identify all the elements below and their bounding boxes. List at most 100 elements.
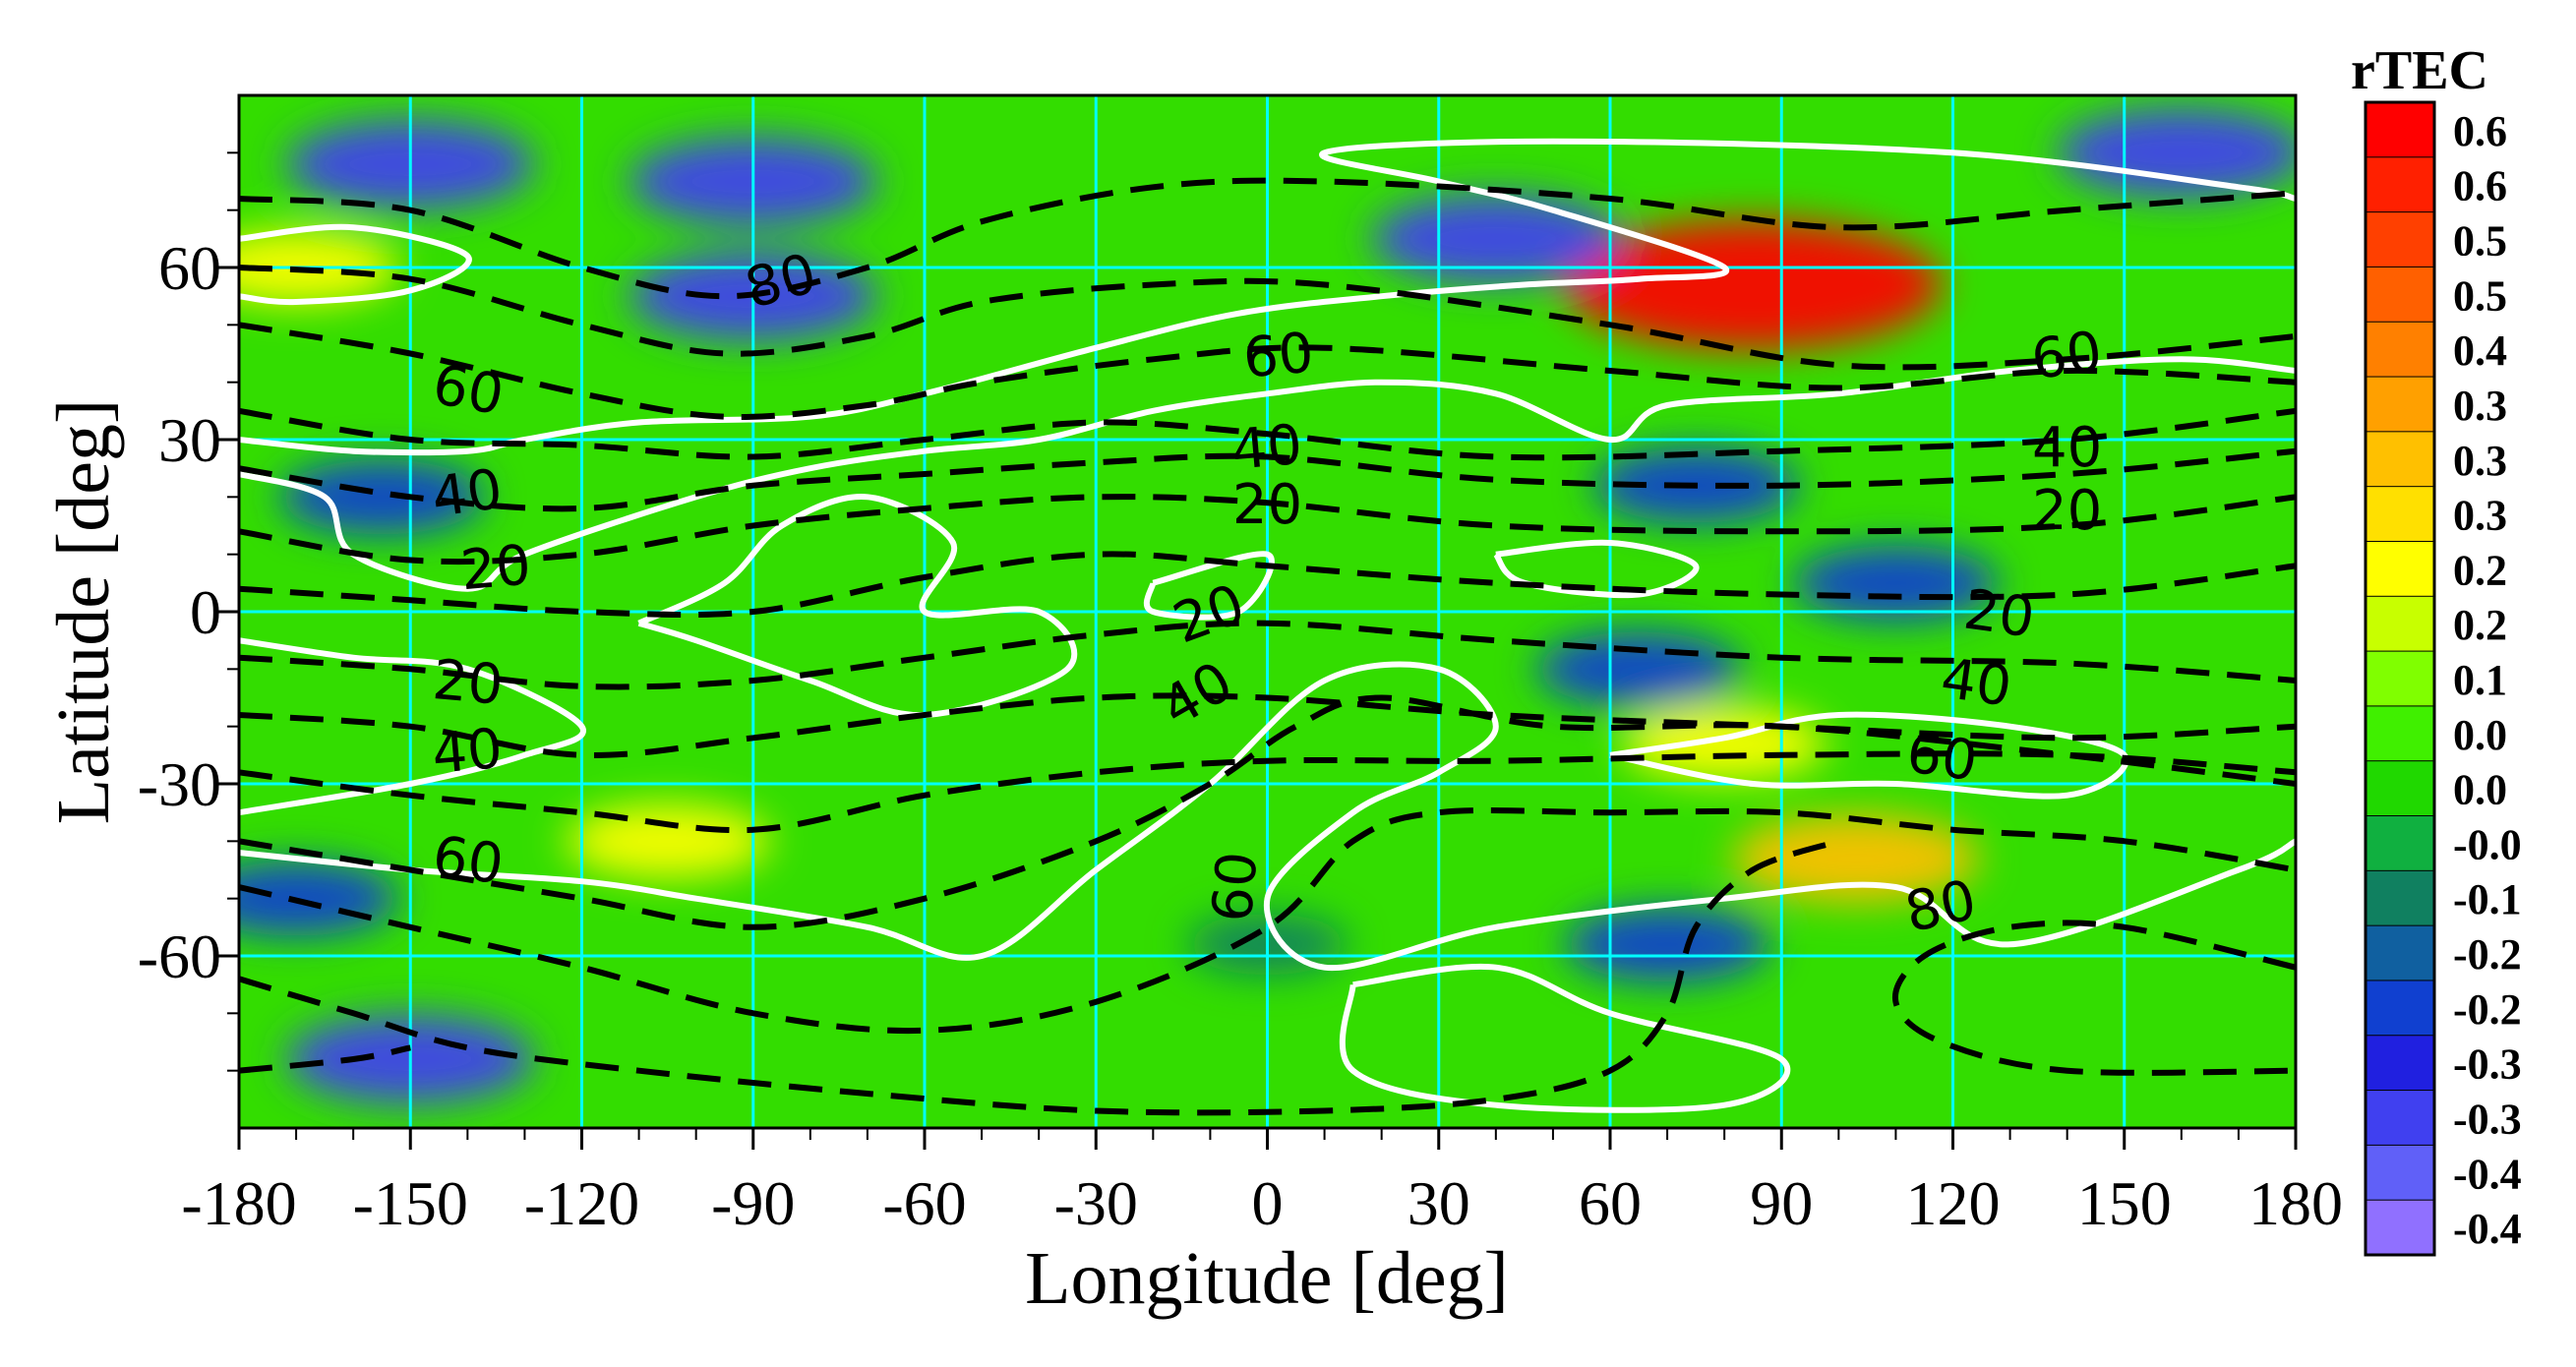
colorbar-cell-5 xyxy=(2365,376,2435,433)
x-tick-label-12: 180 xyxy=(2248,1168,2343,1238)
x-tick-label-3: -90 xyxy=(711,1168,795,1238)
y-tick-label-2: 0 xyxy=(190,577,221,647)
contour-label-16: 20 xyxy=(1960,577,2039,650)
colorbar-cell-7 xyxy=(2365,486,2435,543)
colorbar-label-12: 0.0 xyxy=(2453,766,2507,814)
anomaly-region-2 xyxy=(1731,813,1980,903)
x-tick-label-9: 90 xyxy=(1750,1168,1813,1238)
anomaly-region-15 xyxy=(1565,907,1770,982)
x-tick-label-10: 120 xyxy=(1906,1168,2001,1238)
contour-label-1: 60 xyxy=(428,353,508,428)
y-tick-label-1: 30 xyxy=(158,405,221,475)
colorbar-label-19: -0.4 xyxy=(2453,1150,2522,1198)
anomaly-region-9 xyxy=(2057,108,2296,198)
colorbar-cell-12 xyxy=(2365,760,2435,817)
dashed-contour-6 xyxy=(239,551,2296,619)
white-contour-9 xyxy=(1339,963,1791,1113)
dashed-contour-8 xyxy=(239,692,2296,759)
white-contour-3 xyxy=(637,494,1078,719)
colorbar-cell-18 xyxy=(2365,1090,2435,1147)
x-tick-label-5: -30 xyxy=(1054,1168,1138,1238)
colorbar-cell-1 xyxy=(2365,156,2435,213)
x-axis-title: Longitude [deg] xyxy=(1025,1237,1509,1320)
colorbar-cell-2 xyxy=(2365,211,2435,268)
contour-label-5: 40 xyxy=(430,717,506,787)
colorbar-cell-16 xyxy=(2365,980,2435,1037)
colorbar-title: rTEC xyxy=(2351,40,2488,101)
dashed-contour-11 xyxy=(239,807,2296,1035)
anomaly-region-1 xyxy=(1564,219,1943,350)
colorbar-label-14: -0.1 xyxy=(2453,875,2522,923)
y-axis-ticks: 60 30 0 -30 -60 xyxy=(138,151,239,1072)
contour-label-13: 60 xyxy=(2027,320,2106,392)
colorbar-cell-0 xyxy=(2365,101,2435,158)
colorbar-cell-11 xyxy=(2365,705,2435,762)
colorbar-cell-20 xyxy=(2365,1199,2435,1256)
colorbar-cell-4 xyxy=(2365,321,2435,379)
x-tick-label-4: -60 xyxy=(882,1168,966,1238)
x-tick-label-7: 30 xyxy=(1408,1168,1470,1238)
contour-label-14: 40 xyxy=(2032,416,2102,480)
anomaly-region-4 xyxy=(565,803,770,879)
colorbar-label-4: 0.4 xyxy=(2453,327,2507,375)
contour-label-17: 40 xyxy=(1937,646,2015,719)
colorbar-label-5: 0.3 xyxy=(2453,382,2507,430)
contour-label-9: 20 xyxy=(1232,473,1302,537)
colorbar-label-10: 0.1 xyxy=(2453,656,2507,704)
white-contour-6 xyxy=(239,637,586,816)
colorbar-label-15: -0.2 xyxy=(2453,930,2522,979)
colorbar-label-13: -0.0 xyxy=(2453,820,2522,868)
dashed-contours xyxy=(239,177,2296,1116)
colorbar-cells xyxy=(2364,100,2436,1257)
colorbar-cell-15 xyxy=(2365,924,2435,981)
contour-label-12: 60 xyxy=(1201,849,1271,924)
anomaly-region-8 xyxy=(1371,194,1620,283)
colorbar-label-17: -0.3 xyxy=(2453,1040,2522,1089)
dashed-contour-4 xyxy=(239,447,2296,512)
white-contour-0 xyxy=(239,223,472,306)
colorbar-label-3: 0.5 xyxy=(2453,271,2507,320)
colorbar-label-11: 0.0 xyxy=(2453,711,2507,759)
dashed-contour-13 xyxy=(239,1044,411,1074)
dashed-contour-0 xyxy=(239,177,2296,300)
colorbar: rTEC 0.60.60.50.50.40.30.30.30.20.20.10.… xyxy=(2351,40,2522,1257)
anomaly-region-13 xyxy=(279,459,485,535)
anomaly-regions xyxy=(239,108,2296,1103)
y-tick-label-4: -60 xyxy=(138,921,221,991)
dashed-contour-2 xyxy=(239,322,2296,420)
contour-label-18: 60 xyxy=(1903,721,1982,794)
dashed-contour-1 xyxy=(239,265,2296,371)
dashed-contour-7 xyxy=(239,620,2296,690)
colorbar-cell-9 xyxy=(2365,595,2435,653)
colorbar-label-16: -0.2 xyxy=(2453,985,2522,1034)
x-tick-label-11: 150 xyxy=(2077,1168,2172,1238)
colorbar-cell-13 xyxy=(2365,815,2435,872)
y-axis-title: Latitude [deg] xyxy=(42,399,125,825)
y-tick-label-3: -30 xyxy=(138,749,221,819)
colorbar-label-8: 0.2 xyxy=(2453,546,2507,594)
contour-label-2: 40 xyxy=(428,457,507,530)
dashed-contour-5 xyxy=(239,494,2296,565)
colorbar-cell-14 xyxy=(2365,869,2435,927)
contour-label-19: 80 xyxy=(1900,868,1982,945)
x-tick-label-8: 60 xyxy=(1579,1168,1642,1238)
y-tick-label-0: 60 xyxy=(158,233,221,303)
contour-label-7: 60 xyxy=(1240,322,1316,391)
contour-label-15: 20 xyxy=(2032,479,2102,543)
colorbar-label-18: -0.3 xyxy=(2453,1095,2522,1143)
white-contour-1 xyxy=(239,138,2296,456)
x-tick-label-2: -120 xyxy=(524,1168,639,1238)
dashed-contour-9 xyxy=(239,750,2296,834)
colorbar-label-1: 0.6 xyxy=(2453,162,2507,210)
colorbar-label-7: 0.3 xyxy=(2453,492,2507,540)
colorbar-cell-19 xyxy=(2365,1144,2435,1202)
contour-label-3: 20 xyxy=(458,533,534,603)
contour-label-8: 40 xyxy=(1229,413,1305,483)
x-tick-label-1: -150 xyxy=(353,1168,468,1238)
x-tick-label-6: 0 xyxy=(1252,1168,1284,1238)
colorbar-frame xyxy=(2364,100,2436,1257)
colorbar-cell-3 xyxy=(2365,266,2435,324)
